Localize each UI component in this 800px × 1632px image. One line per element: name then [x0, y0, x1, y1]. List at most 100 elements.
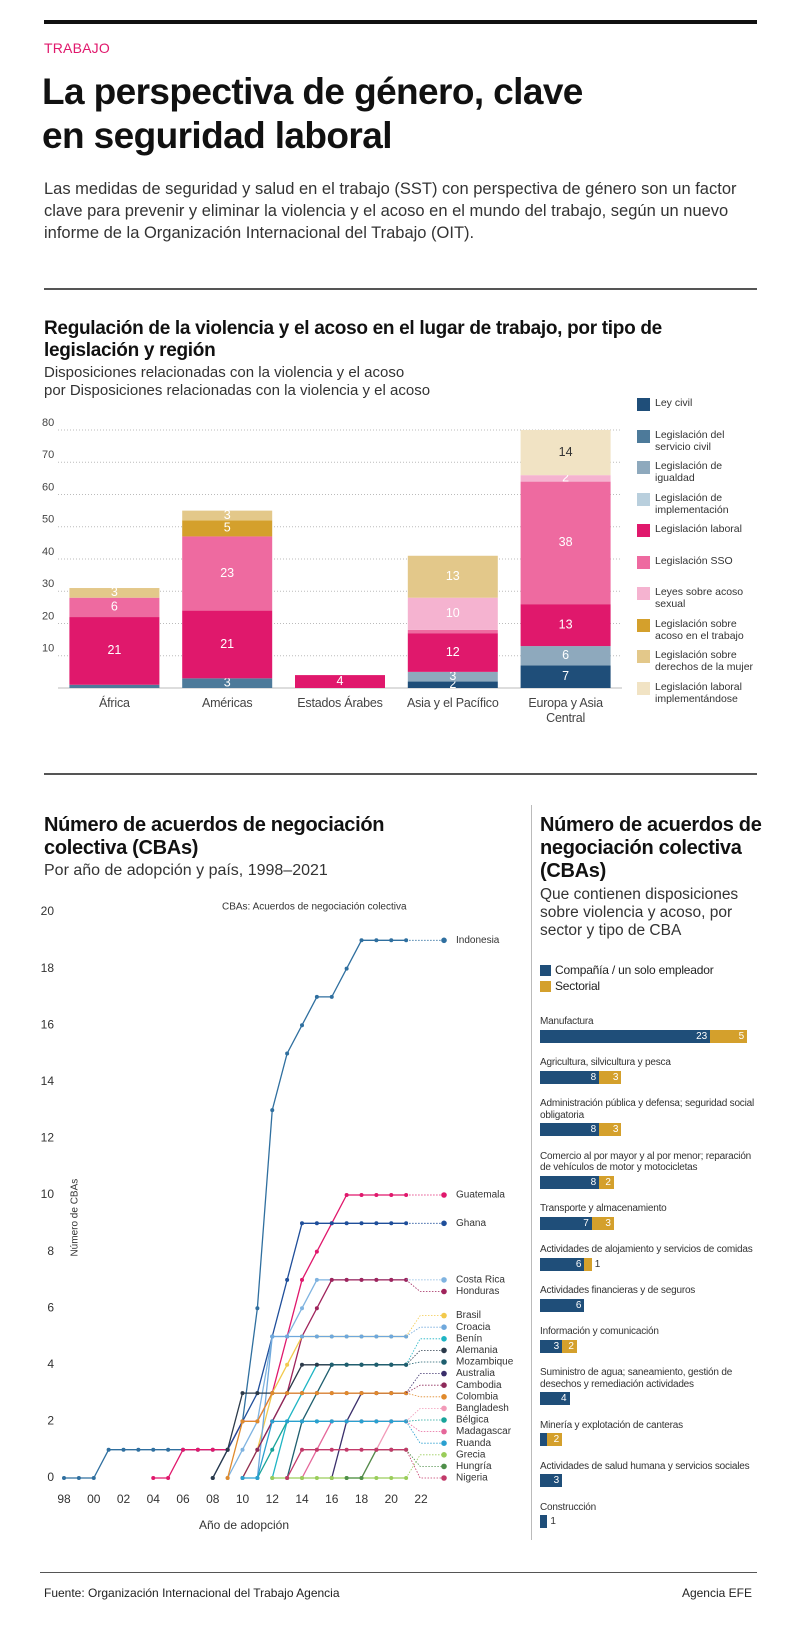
y-tick-label: 80: [42, 417, 54, 429]
series-label: Nigeria: [456, 1473, 488, 1484]
bar: [407, 681, 498, 688]
bar-row: Actividades de alojamiento y servicios d…: [540, 1244, 770, 1271]
y-tick-label: 8: [47, 1244, 54, 1258]
bar-value: 13: [559, 617, 573, 631]
bar-track: 4: [540, 1392, 770, 1405]
chart-subtitle: Disposiciones relacionadas con la violen…: [44, 364, 405, 381]
point: [300, 1447, 304, 1452]
point: [359, 1476, 364, 1480]
point: [344, 966, 349, 971]
point: [210, 1476, 215, 1480]
point: [166, 1476, 171, 1480]
point: [285, 1334, 290, 1339]
point: [62, 1476, 66, 1480]
point: [225, 1476, 230, 1480]
end-point: [441, 1288, 447, 1295]
point: [314, 1277, 319, 1282]
bar-row: Construcción 1: [540, 1502, 770, 1528]
bar: [520, 646, 611, 666]
category-label: Actividades de alojamiento y servicios d…: [540, 1244, 753, 1255]
series-label: Hungría: [456, 1461, 492, 1472]
y-tick-label: 0: [47, 1470, 54, 1484]
legend-label: Legislación sobre acoso en el trabajo: [655, 617, 744, 642]
divider: [44, 288, 757, 290]
bar-value: 5: [224, 521, 231, 535]
y-axis-title: Número de CBAs: [70, 1179, 81, 1257]
x-tick-label: 10: [236, 1492, 250, 1506]
footer-rule: [40, 1572, 757, 1573]
point: [285, 1051, 290, 1056]
bar: [407, 671, 498, 682]
bar-track: 12: [540, 1433, 770, 1446]
point: [270, 1334, 275, 1339]
point: [300, 1306, 304, 1311]
leader-line: [406, 1419, 444, 1422]
bar: 2: [599, 1175, 614, 1189]
bar: 8: [540, 1070, 600, 1084]
series-line: [346, 1449, 407, 1479]
bar: [407, 597, 498, 630]
bar-value: 4: [337, 674, 344, 688]
legend-label: Legislación laboral implementándose: [655, 680, 742, 705]
end-point: [441, 1324, 447, 1330]
point: [300, 1362, 304, 1367]
y-tick-label: 30: [42, 578, 54, 590]
y-tick-label: 18: [41, 961, 55, 975]
description: Las medidas de seguridad y salud en el t…: [44, 180, 737, 242]
bar: 7: [540, 1216, 592, 1230]
bar: [182, 510, 273, 521]
bar-value: 7: [583, 1217, 589, 1229]
end-point: [441, 1417, 447, 1423]
legend-item: Compañía / un solo empleador: [540, 962, 770, 978]
column-separator: [531, 805, 532, 1540]
bar: [520, 475, 611, 482]
bar-value: 2: [605, 1176, 611, 1188]
legend-swatch: [637, 492, 650, 506]
bar-value: 38: [559, 535, 573, 549]
point: [255, 1306, 260, 1311]
y-tick-label: 16: [41, 1017, 55, 1031]
x-tick-label: 18: [355, 1492, 369, 1506]
bar-track: 6: [540, 1298, 770, 1312]
category-label: Administración pública y defensa; seguri…: [540, 1098, 755, 1121]
point: [329, 1419, 334, 1424]
end-point: [441, 1192, 447, 1198]
point: [300, 1221, 304, 1226]
y-tick-label: 14: [41, 1074, 55, 1088]
point: [389, 1193, 394, 1197]
series-line: [331, 1392, 407, 1479]
legend-swatch: [637, 398, 650, 411]
point: [359, 1419, 364, 1424]
leader-line: [405, 1338, 444, 1365]
y-tick-label: 6: [47, 1300, 54, 1314]
point: [240, 1476, 245, 1480]
bar: [520, 604, 611, 647]
point: [121, 1447, 126, 1452]
x-tick-label: 00: [87, 1492, 101, 1506]
x-tick-label: Américas: [201, 696, 253, 710]
point: [285, 1419, 290, 1424]
point: [374, 1362, 379, 1367]
end-point: [441, 937, 447, 944]
point: [270, 1476, 275, 1480]
point: [389, 1447, 394, 1452]
bar-value: 8: [590, 1124, 597, 1135]
point: [389, 1419, 394, 1424]
bar-row: Manufactura 23 5: [540, 1016, 770, 1043]
bar-row: Suministro de agua; saneamiento, gestión…: [540, 1367, 770, 1405]
series-label: Costa Rica: [456, 1275, 505, 1286]
point: [240, 1391, 245, 1396]
point: [344, 1221, 349, 1226]
bar-value: 10: [446, 606, 460, 620]
bar-value: 1: [594, 1258, 601, 1270]
bar: 5: [710, 1029, 748, 1043]
bar-value: 5: [738, 1030, 745, 1042]
point: [359, 1193, 364, 1197]
bar-value: 2: [553, 1434, 560, 1445]
point: [314, 1447, 319, 1452]
bar: 3: [599, 1070, 622, 1084]
point: [270, 1419, 275, 1424]
point: [359, 1334, 364, 1339]
